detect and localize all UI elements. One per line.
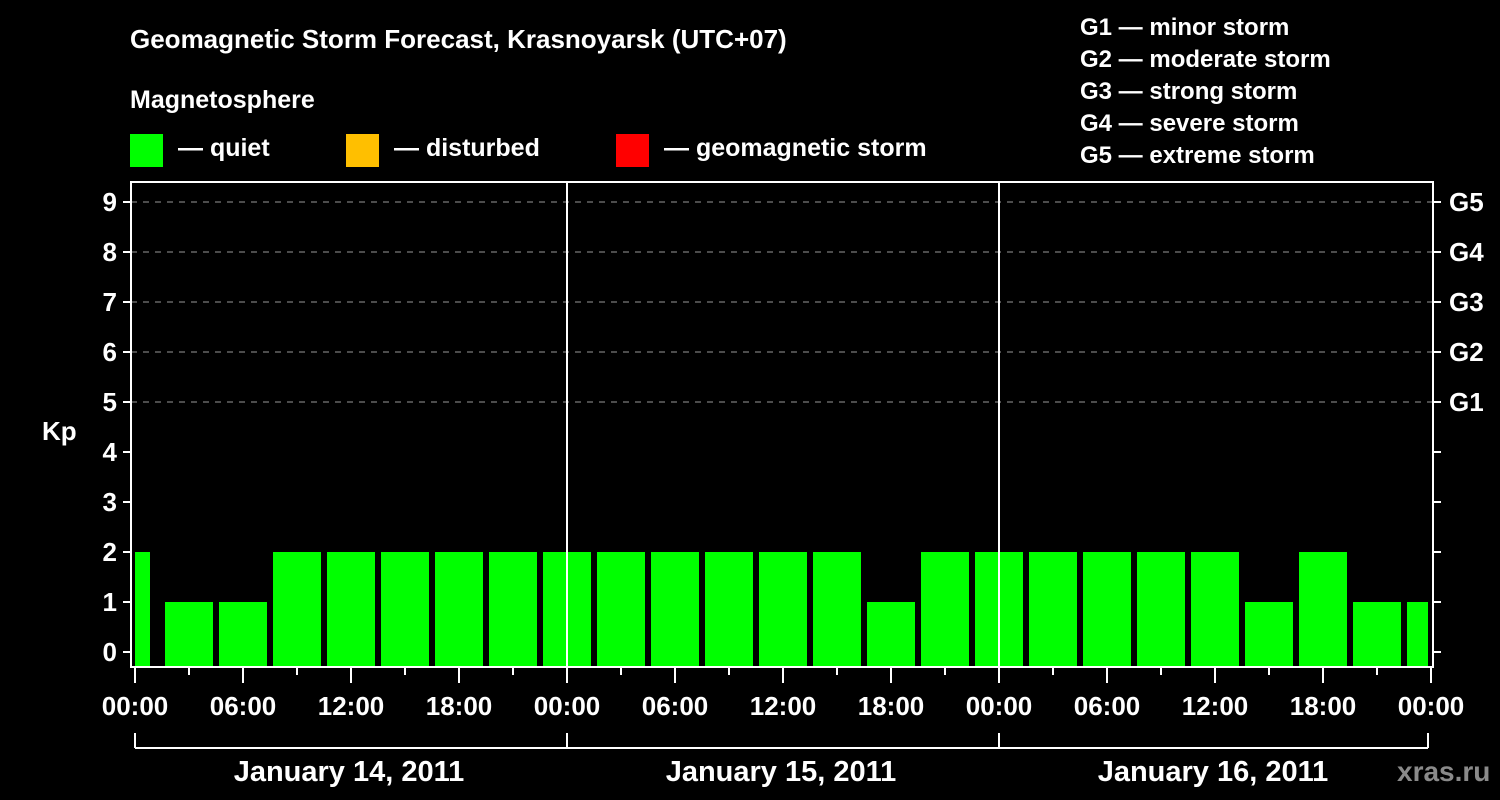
y-tick-label: 3 [103,487,117,517]
x-tick-label: 18:00 [1290,691,1357,721]
magnetosphere-heading: Magnetosphere [130,86,315,114]
kp-bar [597,552,645,667]
y-tick-label: 6 [103,337,117,367]
g-level-label: G4 [1449,237,1484,267]
g-scale-g1: G1 — minor storm [1080,14,1290,41]
chart-title: Geomagnetic Storm Forecast, Krasnoyarsk … [130,24,787,54]
y-tick-label: 0 [103,637,117,667]
kp-bar [921,552,969,667]
kp-bar [1245,602,1293,667]
kp-bar [705,552,753,667]
legend-label-quiet: — quiet [178,134,270,162]
x-tick-label: 06:00 [642,691,709,721]
watermark: xras.ru [1397,756,1491,787]
kp-bar [135,552,150,667]
kp-bar [1029,552,1077,667]
legend-label-disturbed: — disturbed [394,134,540,162]
kp-bar [165,602,213,667]
g-level-label: G1 [1449,387,1484,417]
g-scale-g5: G5 — extreme storm [1080,142,1315,169]
x-tick-label: 12:00 [318,691,385,721]
y-tick-label: 5 [103,387,117,417]
g-scale-g3: G3 — strong storm [1080,78,1298,105]
kp-bar [1083,552,1131,667]
kp-bar [327,552,375,667]
y-tick-label: 9 [103,187,117,217]
legend-label-storm: — geomagnetic storm [664,134,927,162]
x-tick-label: 00:00 [966,691,1033,721]
kp-bar [867,602,915,667]
legend-swatch-storm [616,134,649,167]
date-label: January 14, 2011 [234,756,465,788]
legend-swatch-disturbed [346,134,379,167]
x-tick-label: 06:00 [210,691,277,721]
kp-bar [489,552,537,667]
y-tick-label: 1 [103,587,117,617]
y-tick-label: 2 [103,537,117,567]
x-tick-label: 12:00 [750,691,817,721]
legend-swatch-quiet [130,134,163,167]
kp-bar [651,552,699,667]
g-scale-g4: G4 — severe storm [1080,110,1299,137]
x-tick-label: 00:00 [102,691,169,721]
x-tick-label: 00:00 [534,691,601,721]
x-tick-label: 00:00 [1398,691,1465,721]
kp-bar [273,552,321,667]
x-tick-label: 18:00 [426,691,493,721]
y-axis-label: Kp [42,416,77,446]
kp-bar [1191,552,1239,667]
kp-bar [435,552,483,667]
kp-bar [219,602,267,667]
g-scale-g2: G2 — moderate storm [1080,46,1331,73]
y-tick-label: 7 [103,287,117,317]
g-level-label: G2 [1449,337,1484,367]
y-tick-label: 4 [103,437,118,467]
kp-bar [1137,552,1185,667]
kp-bar [759,552,807,667]
x-tick-label: 12:00 [1182,691,1249,721]
x-tick-label: 18:00 [858,691,925,721]
x-tick-label: 06:00 [1074,691,1141,721]
y-tick-label: 8 [103,237,117,267]
kp-bar [381,552,429,667]
date-label: January 16, 2011 [1098,756,1329,788]
g-level-label: G5 [1449,187,1484,217]
kp-bar [1407,602,1428,667]
g-level-label: G3 [1449,287,1484,317]
kp-bar [1353,602,1401,667]
kp-bar [1299,552,1347,667]
kp-bar [813,552,861,667]
date-label: January 15, 2011 [666,756,897,788]
